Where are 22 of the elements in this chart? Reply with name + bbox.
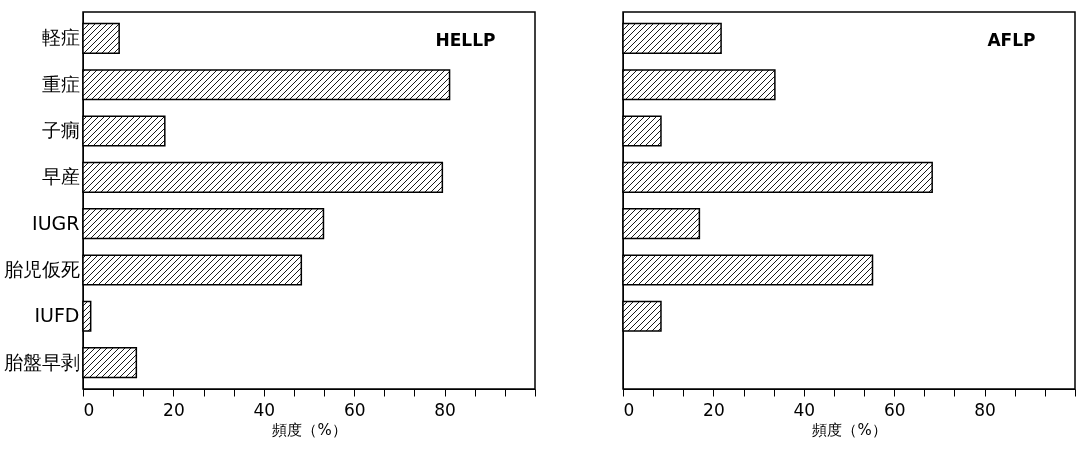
x-tick-label: 20 (163, 399, 185, 420)
x-tick-label: 60 (883, 399, 906, 420)
x-tick-label: 0 (623, 399, 635, 420)
text: HELLP (435, 30, 496, 50)
y-tick-label: IUGR (32, 211, 80, 234)
y-tick-label: 胎盤早剥 (3, 350, 80, 373)
x-tick-label: 60 (343, 399, 366, 420)
x-tick-label: 40 (793, 399, 816, 420)
x-tick-label: 40 (253, 399, 276, 420)
text: AFLP (987, 30, 1036, 50)
y-tick-label: 重症 (41, 72, 80, 95)
x-tick-label: 80 (434, 399, 456, 420)
y-tick-label: IUFD (34, 304, 80, 327)
x-tick-label: 20 (703, 399, 725, 420)
x-tick-label: 0 (83, 399, 95, 420)
y-tick-label: 子癇 (41, 119, 80, 142)
y-tick-label: 軽症 (41, 26, 80, 49)
x-tick-label: 80 (974, 399, 996, 420)
x-axis-title: 頻度（%） (812, 420, 887, 439)
y-tick-label: 早産 (41, 165, 80, 188)
x-axis-title: 頻度（%） (272, 420, 347, 439)
y-tick-label: 胎児仮死 (3, 257, 80, 280)
